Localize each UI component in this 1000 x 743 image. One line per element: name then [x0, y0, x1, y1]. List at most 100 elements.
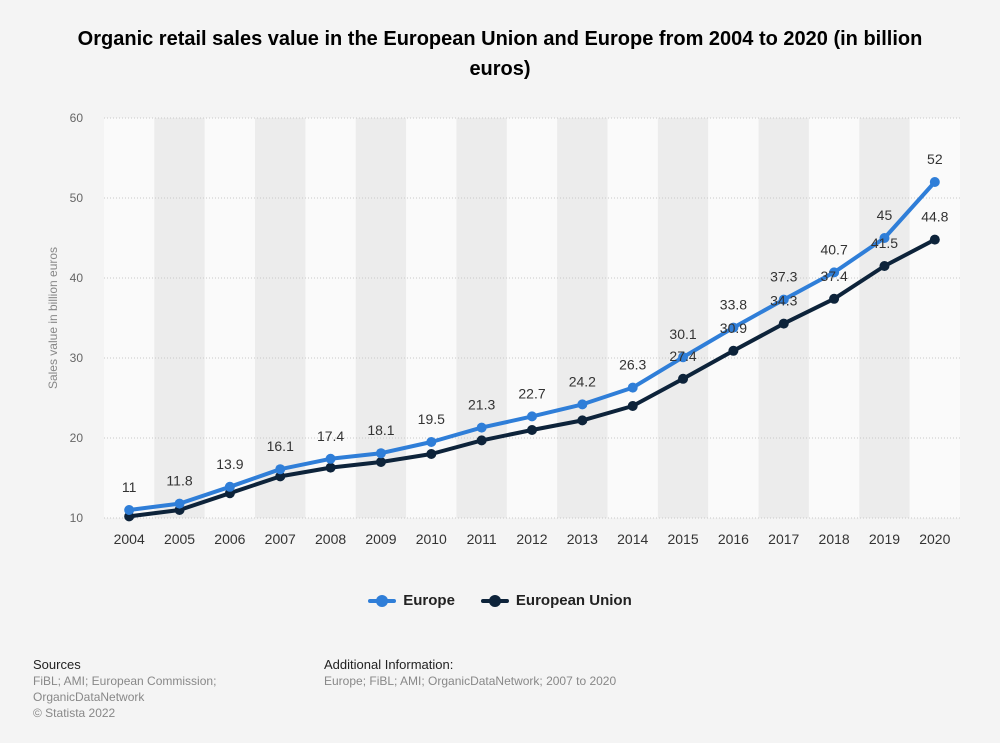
- sources-line-2[interactable]: OrganicDataNetwork: [33, 690, 145, 704]
- data-point-europe[interactable]: [275, 464, 286, 475]
- plot-band: [808, 118, 860, 518]
- data-label-europe: 52: [927, 151, 943, 167]
- plot-band: [204, 118, 256, 518]
- plot-band: [557, 118, 608, 518]
- data-point-european-union[interactable]: [325, 462, 336, 473]
- plot-band: [154, 118, 205, 518]
- data-label-europe: 40.7: [820, 241, 847, 257]
- data-point-european-union[interactable]: [476, 435, 487, 446]
- sources-block: Sources FiBL; AMI; European Commission; …: [33, 657, 263, 721]
- data-point-europe[interactable]: [174, 498, 185, 509]
- additional-info-text: Europe; FiBL; AMI; OrganicDataNetwork; 2…: [324, 674, 617, 688]
- data-label-european-union: 34.3: [770, 293, 797, 309]
- additional-info-block: Additional Information: Europe; FiBL; AM…: [324, 657, 724, 689]
- legend-item-europe[interactable]: Europe: [368, 592, 455, 609]
- x-tick-label: 2018: [819, 531, 850, 547]
- x-tick-label: 2006: [214, 531, 245, 547]
- data-label-european-union: 27.4: [669, 348, 696, 364]
- data-point-european-union[interactable]: [627, 401, 638, 411]
- y-tick-label: 50: [70, 191, 84, 205]
- data-point-european-union[interactable]: [728, 345, 739, 356]
- data-point-europe[interactable]: [577, 399, 588, 410]
- x-tick-label: 2015: [667, 531, 698, 547]
- data-label-europe: 22.7: [518, 385, 545, 401]
- data-point-europe[interactable]: [627, 382, 638, 393]
- legend-item-european-union[interactable]: European Union: [480, 592, 632, 609]
- data-point-europe[interactable]: [124, 505, 135, 515]
- data-label-europe: 26.3: [619, 357, 646, 373]
- data-point-european-union[interactable]: [778, 318, 789, 329]
- data-point-european-union[interactable]: [275, 471, 286, 482]
- x-tick-label: 2011: [467, 531, 497, 547]
- x-tick-label: 2007: [265, 531, 296, 547]
- x-tick-label: 2005: [164, 531, 195, 547]
- plot-band: [456, 118, 507, 518]
- data-point-europe[interactable]: [527, 411, 537, 422]
- data-point-european-union[interactable]: [929, 234, 940, 245]
- data-point-europe[interactable]: [778, 294, 789, 305]
- data-label-european-union: 41.5: [871, 235, 898, 251]
- data-point-european-union[interactable]: [426, 449, 437, 459]
- copyright[interactable]: © Statista 2022: [33, 706, 116, 720]
- data-label-europe: 30.1: [669, 326, 696, 342]
- x-tick-label: 2010: [416, 531, 447, 547]
- x-tick-label: 2008: [315, 531, 346, 547]
- y-tick-label: 30: [70, 351, 84, 365]
- x-tick-label: 2017: [768, 531, 799, 547]
- plot-band: [506, 118, 558, 518]
- chart-legend: Europe European Union: [0, 592, 1000, 609]
- plot-band: [657, 118, 709, 518]
- data-point-europe[interactable]: [728, 322, 739, 333]
- y-tick-label: 60: [70, 111, 84, 125]
- data-label-europe: 45: [877, 207, 893, 223]
- data-point-europe[interactable]: [476, 422, 487, 433]
- data-point-europe[interactable]: [879, 233, 890, 243]
- data-label-europe: 11.8: [166, 473, 192, 489]
- data-point-european-union[interactable]: [879, 261, 890, 271]
- data-point-european-union[interactable]: [678, 373, 689, 384]
- sources-heading: Sources: [33, 657, 81, 672]
- plot-band: [859, 118, 910, 518]
- data-label-europe: 24.2: [569, 373, 596, 389]
- y-tick-label: 40: [70, 271, 84, 285]
- data-point-european-union[interactable]: [577, 415, 588, 426]
- plot-band: [305, 118, 356, 518]
- data-point-europe[interactable]: [929, 177, 940, 187]
- data-label-europe: 18.1: [367, 422, 394, 438]
- data-point-europe[interactable]: [829, 267, 840, 278]
- data-label-europe: 21.3: [468, 397, 495, 413]
- y-tick-label: 20: [70, 431, 84, 445]
- additional-info-heading: Additional Information:: [324, 657, 454, 672]
- x-tick-label: 2014: [617, 531, 648, 547]
- x-tick-label: 2012: [516, 531, 547, 547]
- sources-line-1[interactable]: FiBL; AMI; European Commission;: [33, 674, 217, 688]
- y-tick-label: 10: [70, 511, 84, 525]
- data-label-european-union: 30.9: [720, 320, 747, 336]
- data-label-europe: 19.5: [418, 411, 445, 427]
- legend-eu-label: European Union: [515, 592, 632, 609]
- x-tick-label: 2013: [567, 531, 598, 547]
- x-tick-label: 2016: [718, 531, 749, 547]
- data-point-european-union[interactable]: [829, 293, 840, 304]
- data-label-europe: 13.9: [216, 456, 243, 472]
- data-label-europe: 16.1: [267, 438, 294, 454]
- data-label-europe: 17.4: [317, 428, 344, 444]
- plot-band: [255, 118, 306, 518]
- plot-band: [607, 118, 658, 518]
- data-point-europe[interactable]: [224, 481, 235, 492]
- legend-europe-marker: [368, 594, 397, 607]
- data-point-european-union[interactable]: [527, 425, 537, 435]
- data-point-europe[interactable]: [426, 437, 437, 447]
- plot-band: [758, 118, 809, 518]
- x-tick-label: 2019: [869, 531, 900, 547]
- data-point-europe[interactable]: [325, 453, 336, 464]
- data-point-europe[interactable]: [375, 448, 386, 459]
- y-axis-label: Sales value in billion euros: [46, 247, 60, 389]
- data-label-europe: 37.3: [770, 269, 797, 285]
- data-label-europe: 33.8: [720, 297, 747, 313]
- data-label-europe: 11: [122, 479, 137, 495]
- data-point-europe[interactable]: [678, 352, 689, 363]
- x-tick-label: 2020: [919, 531, 950, 547]
- data-point-european-union[interactable]: [375, 457, 386, 467]
